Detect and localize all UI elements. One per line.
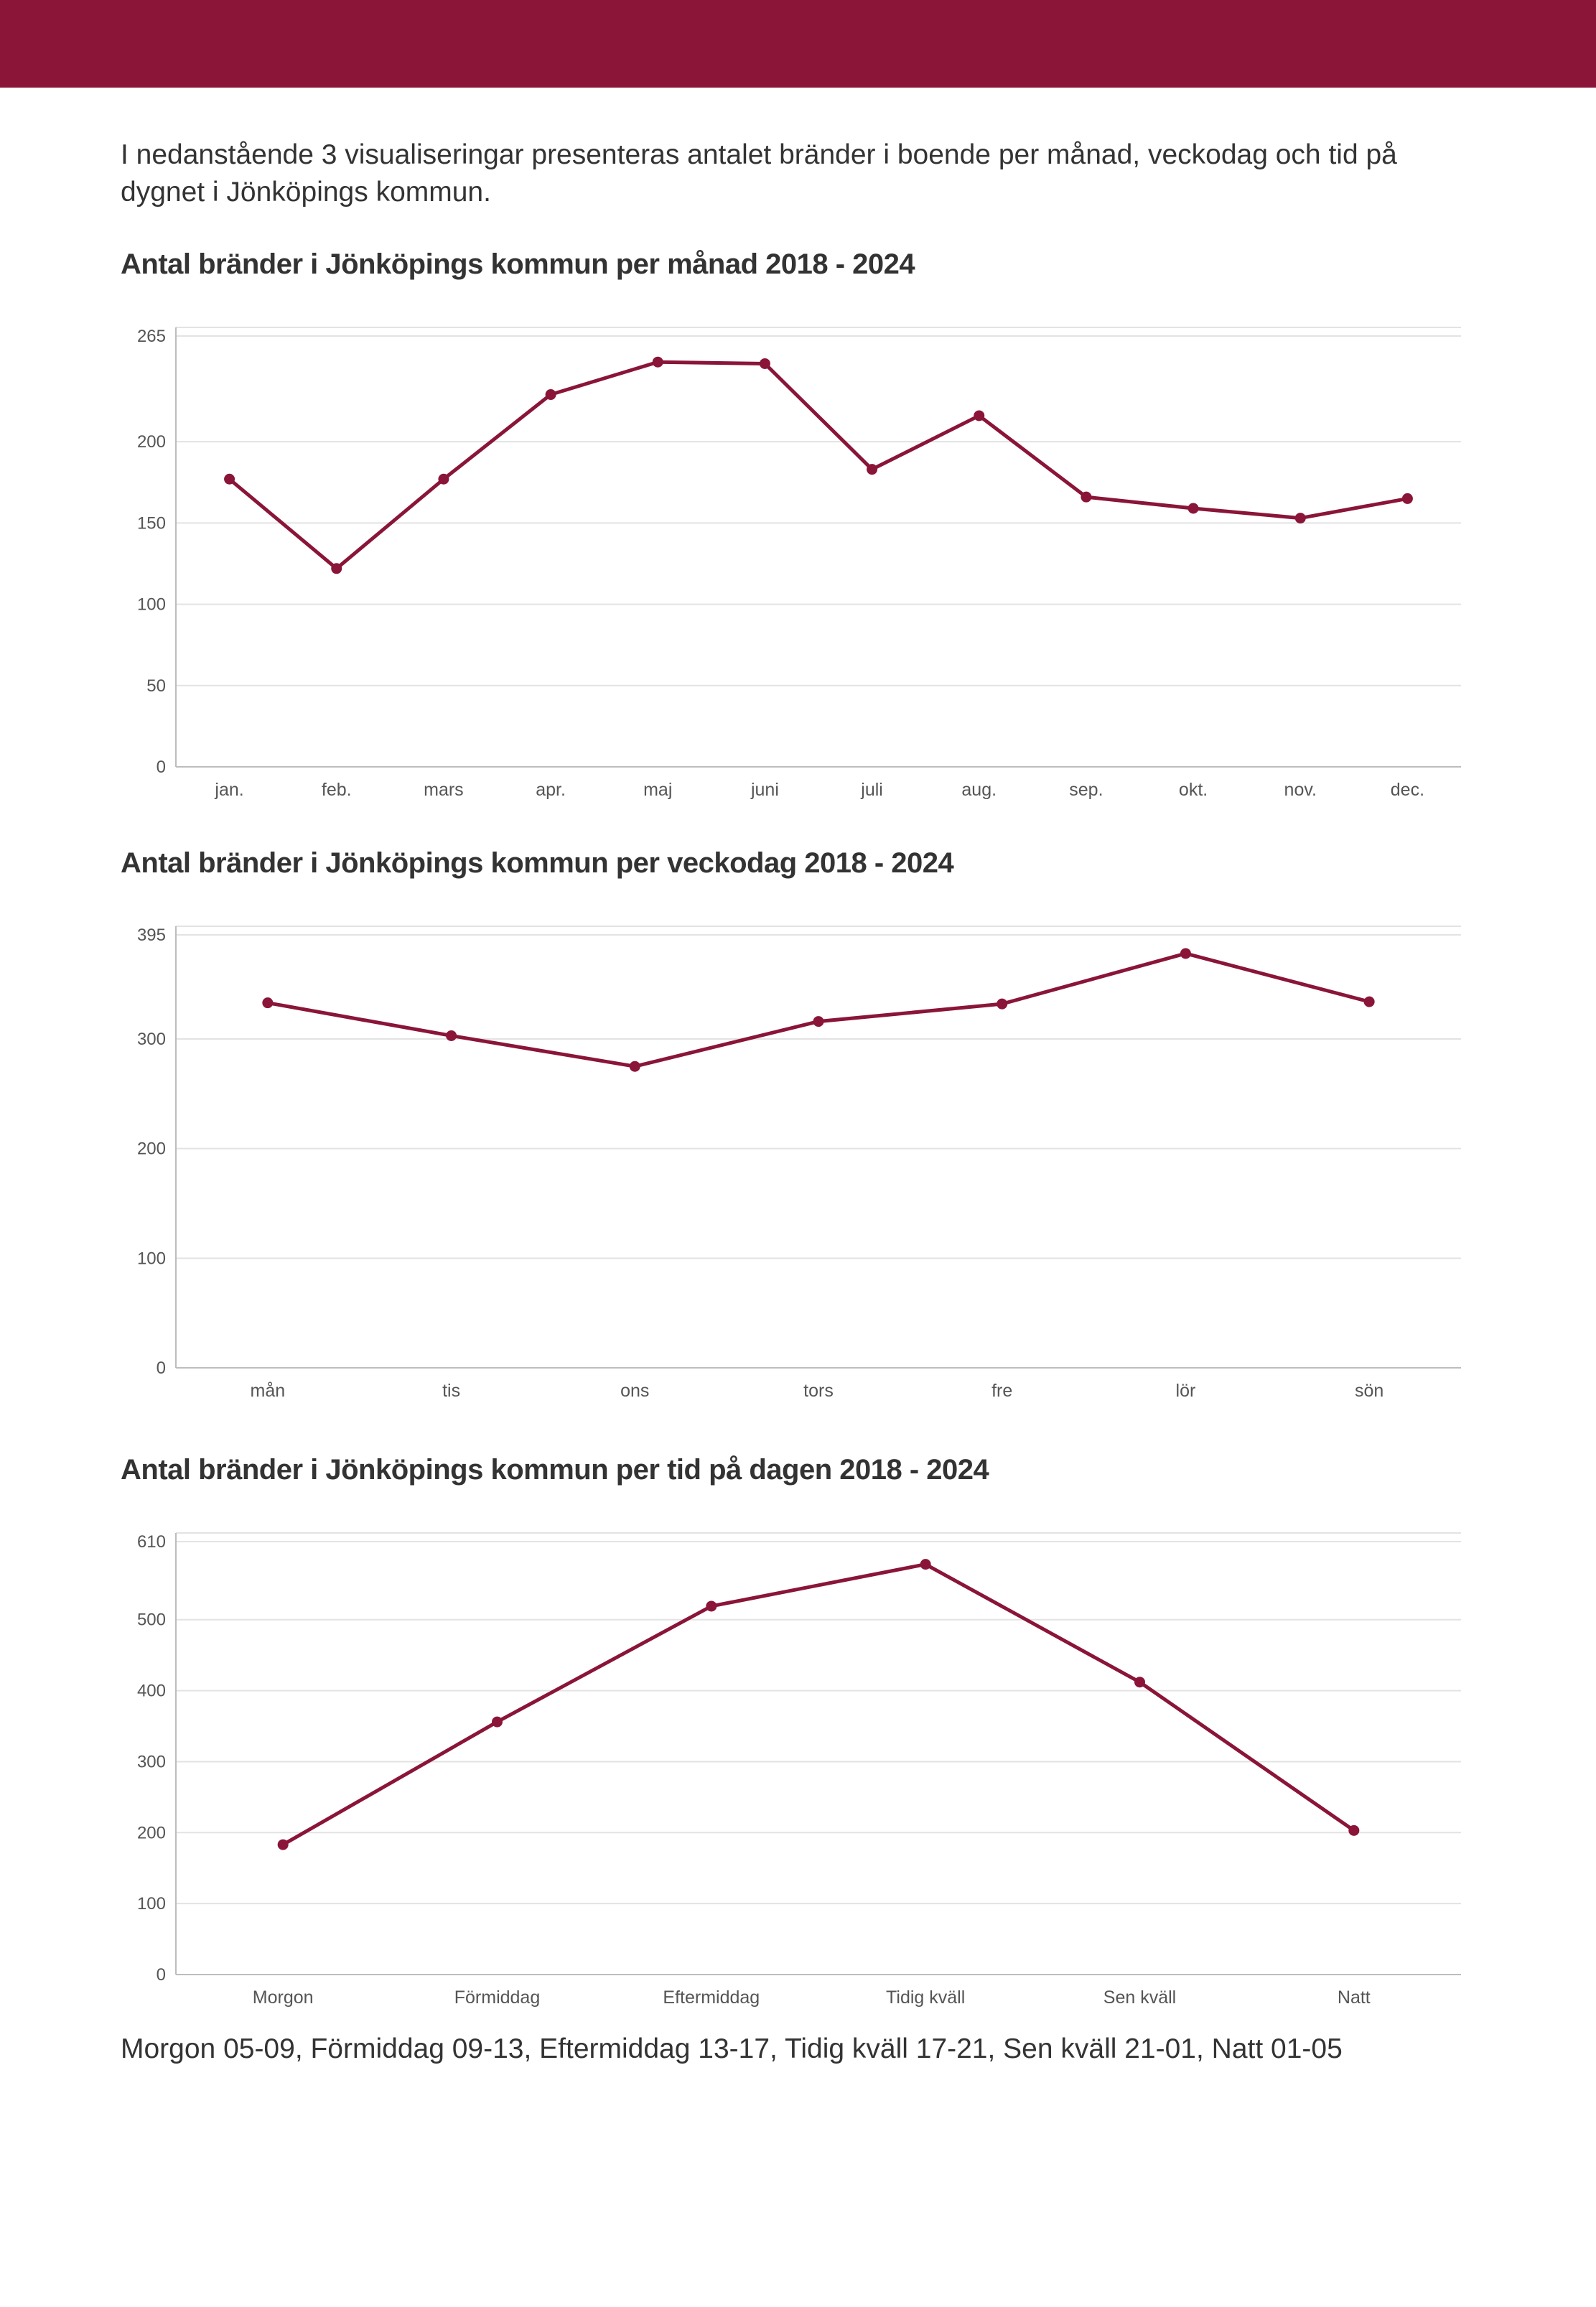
y-tick-label: 500: [137, 1611, 166, 1630]
data-point: [813, 1016, 824, 1027]
x-tick-label-month: aug.: [961, 780, 997, 800]
data-point: [262, 997, 274, 1009]
y-tick-label: 265: [137, 327, 166, 346]
header-band: [0, 0, 1596, 88]
y-tick-label: 150: [137, 513, 166, 533]
x-tick-label-month: okt.: [1179, 780, 1208, 800]
y-tick-label: 100: [137, 595, 166, 615]
y-tick-label: 100: [137, 1894, 166, 1914]
y-tick-label: 0: [157, 1965, 166, 1985]
x-tick-label-month: apr.: [536, 780, 566, 800]
chart-fires-per-month: 0 50 100 150 200 265 jan. feb. mars apr. maj juni ju…: [137, 327, 1461, 800]
x-tick-label-month: jan.: [214, 780, 243, 800]
x-tick-label-period: Sen kväll: [1103, 1987, 1176, 2008]
y-tick-label: 610: [137, 1532, 166, 1552]
x-tick-label-weekday: mån: [251, 1381, 286, 1401]
data-point: [652, 356, 663, 368]
data-point: [1081, 491, 1092, 503]
x-tick-label-weekday: tors: [803, 1381, 834, 1401]
data-point: [331, 563, 342, 574]
series-line: [281, 1562, 1355, 1847]
chart-title-weekday: Antal bränder i Jönköpings kommun per ve…: [121, 847, 954, 879]
x-tick-label-weekday: ons: [620, 1381, 649, 1401]
y-tick-label: 400: [137, 1682, 166, 1701]
x-tick-label-month: nov.: [1284, 780, 1317, 800]
data-point: [1294, 513, 1306, 524]
y-tick-label: 200: [137, 1823, 166, 1842]
x-tick-label-weekday: fre: [991, 1381, 1012, 1401]
x-tick-label-month: juni: [750, 780, 779, 800]
data-point: [1401, 493, 1413, 504]
x-tick-label-period: Eftermiddag: [663, 1987, 760, 2008]
intro-text: I nedanstående 3 visualiseringar present…: [121, 139, 1397, 208]
x-tick-label-month: maj: [643, 780, 672, 800]
x-tick-label-month: mars: [424, 780, 464, 800]
chart-title-month: Antal bränder i Jönköpings kommun per må…: [121, 248, 915, 280]
data-point: [438, 473, 449, 485]
data-point: [920, 1559, 931, 1570]
x-tick-label-month: juli: [860, 780, 883, 800]
data-point: [1180, 948, 1191, 959]
data-point: [277, 1839, 289, 1850]
x-tick-label-month: sep.: [1069, 780, 1103, 800]
x-tick-label-period: Natt: [1338, 1987, 1371, 2008]
chart-title-time-of-day: Antal bränder i Jönköpings kommun per ti…: [121, 1454, 989, 1486]
x-tick-label-period: Förmiddag: [454, 1987, 541, 2008]
y-tick-label: 200: [137, 1139, 166, 1159]
y-tick-label: 0: [157, 1358, 166, 1378]
data-point: [1134, 1677, 1145, 1688]
data-point: [867, 464, 878, 475]
x-tick-label-weekday: sön: [1355, 1381, 1383, 1401]
data-point: [492, 1716, 503, 1728]
data-point: [974, 410, 985, 421]
data-point: [997, 998, 1008, 1010]
x-tick-label-period: Tidig kväll: [886, 1987, 965, 2008]
x-tick-label-month: feb.: [322, 780, 352, 800]
data-point: [1348, 1824, 1360, 1836]
x-tick-label-month: dec.: [1391, 780, 1424, 800]
x-tick-label-period: Morgon: [253, 1987, 314, 2008]
time-periods-footnote: Morgon 05-09, Förmiddag 09-13, Eftermidd…: [121, 2033, 1343, 2064]
y-tick-label: 300: [137, 1030, 166, 1049]
series-line: [228, 360, 1408, 571]
x-tick-label-weekday: tis: [442, 1381, 460, 1401]
x-tick-label-weekday: lör: [1176, 1381, 1196, 1401]
data-point: [759, 358, 770, 369]
data-point: [446, 1030, 457, 1041]
data-point: [629, 1061, 640, 1072]
chart-fires-per-time-of-day: 0 100 200 300 400 500 610 Morgon Förmiddag Efterm…: [137, 1532, 1461, 2008]
data-point: [1187, 503, 1199, 514]
data-point: [1363, 996, 1375, 1007]
y-tick-label: 50: [146, 676, 166, 696]
data-point: [224, 473, 235, 485]
series-line: [267, 951, 1370, 1068]
y-tick-label: 300: [137, 1752, 166, 1771]
y-tick-label: 100: [137, 1249, 166, 1268]
data-point: [706, 1600, 717, 1612]
y-tick-label: 0: [157, 758, 166, 777]
y-tick-label: 395: [137, 926, 166, 945]
data-point: [545, 389, 556, 401]
y-tick-label: 200: [137, 432, 166, 452]
chart-fires-per-weekday: 0 100 200 300 395 mån tis ons tors fre lör sön: [137, 926, 1461, 1401]
